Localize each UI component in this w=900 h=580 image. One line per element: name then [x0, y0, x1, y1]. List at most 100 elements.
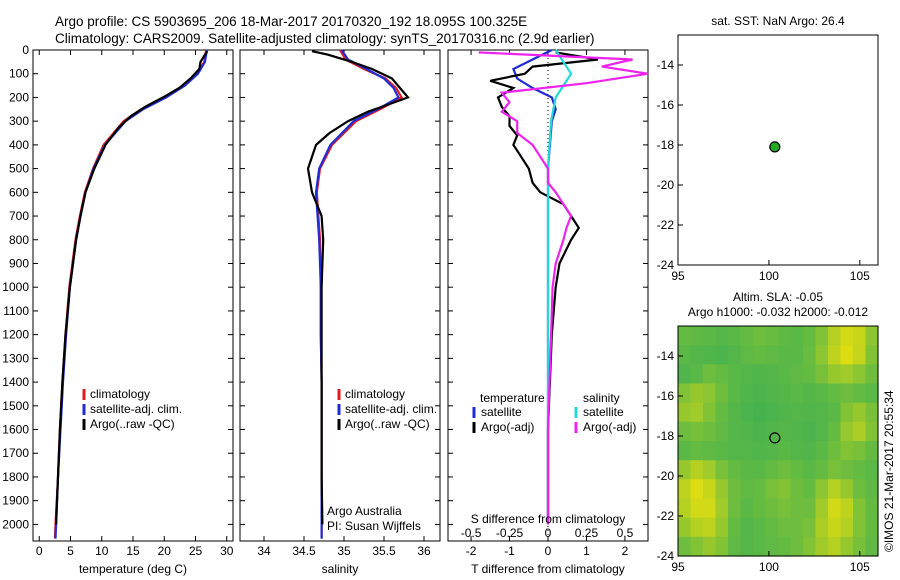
altimetry-map-cell	[703, 364, 717, 385]
sdiff-tick-label: -0.5	[461, 526, 482, 540]
altimetry-map-cell	[853, 326, 867, 346]
altimetry-map-cell	[840, 498, 854, 519]
altimetry-map-cell	[803, 383, 817, 404]
altimetry-map-cell	[690, 460, 704, 480]
difference-xlabel: T difference from climatology	[471, 562, 625, 576]
altimetry-map-cell	[853, 441, 867, 461]
altimetry-map-cell	[790, 517, 804, 538]
altimetry-map-ytick-label: -20	[657, 469, 675, 483]
temperature-frame	[32, 49, 234, 542]
altimetry-map-cell	[865, 517, 879, 538]
altimetry-map-cell	[865, 441, 879, 461]
altimetry-map-cell	[715, 441, 729, 461]
header-line2: Climatology: CARS2009. Satellite-adjuste…	[55, 31, 595, 46]
altimetry-map-cell	[840, 345, 854, 365]
temperature-ytick-label: 100	[9, 67, 29, 81]
temperature-xtick-label: 15	[126, 544, 140, 558]
altimetry-map-cell	[828, 345, 842, 365]
altimetry-map-cell	[778, 536, 792, 557]
altimetry-title-line2: Argo h1000: -0.032 h2000: -0.012	[688, 305, 868, 319]
altimetry-map-cell	[778, 517, 792, 538]
altimetry-map-cell	[703, 536, 717, 557]
temperature-ytick-label: 1300	[2, 351, 29, 365]
sdiff-tick-label: 0.5	[617, 526, 634, 540]
altimetry-map-cell	[715, 326, 729, 346]
altimetry-map-cell	[815, 498, 829, 519]
altimetry-map-cell	[765, 364, 779, 385]
altimetry-map-cell	[853, 479, 867, 500]
altimetry-map-cell	[840, 441, 854, 461]
altimetry-map-cell	[828, 364, 842, 385]
altimetry-map-cell	[703, 345, 717, 365]
altimetry-map-cell	[765, 536, 779, 557]
institution-label: Argo Australia	[327, 504, 402, 518]
altimetry-map-cell	[790, 345, 804, 365]
altimetry-map-cell	[778, 326, 792, 346]
altimetry-map-cell	[765, 402, 779, 423]
altimetry-map-cell	[753, 460, 767, 480]
salinity-xtick-label: 34.5	[292, 544, 316, 558]
altimetry-map-cell	[853, 536, 867, 557]
salinity-legend-label: satellite-adj. clim.	[345, 402, 437, 416]
altimetry-map-cell	[778, 479, 792, 500]
difference-xtick-label: -2	[466, 544, 477, 558]
altimetry-map-cell	[865, 364, 879, 385]
altimetry-map-cell	[753, 536, 767, 557]
altimetry-map-cell	[715, 479, 729, 500]
altimetry-map-cell	[853, 364, 867, 385]
altimetry-map-cell	[765, 479, 779, 500]
altimetry-map-cell	[728, 383, 742, 404]
temperature-ytick-label: 300	[9, 114, 29, 128]
salinity-legend-label: Argo(..raw -QC)	[345, 417, 430, 431]
altimetry-map-cell	[828, 536, 842, 557]
diff-legend-header-temperature: temperature	[480, 391, 545, 405]
temperature-ytick-label: 400	[9, 138, 29, 152]
altimetry-map-cell	[765, 383, 779, 404]
altimetry-map-cell	[678, 421, 692, 442]
altimetry-map-cell	[740, 345, 754, 365]
altimetry-map-cell	[740, 498, 754, 519]
altimetry-map-cell	[790, 536, 804, 557]
diff-legend-label: Argo(-adj)	[583, 420, 636, 434]
temperature-xtick-label: 20	[158, 544, 172, 558]
altimetry-map-cell	[840, 421, 854, 442]
altimetry-map-cell	[728, 441, 742, 461]
altimetry-map-cell	[765, 517, 779, 538]
altimetry-map-cell	[678, 441, 692, 461]
location-map-xtick-label: 105	[850, 269, 870, 283]
temperature-xtick-label: 10	[95, 544, 109, 558]
altimetry-map-cell	[753, 364, 767, 385]
altimetry-map-cell	[778, 383, 792, 404]
altimetry-map-cell	[790, 383, 804, 404]
altimetry-map-cell	[703, 421, 717, 442]
altimetry-map-cell	[753, 383, 767, 404]
salinity-xlabel: salinity	[322, 562, 359, 576]
altimetry-map-cell	[865, 498, 879, 519]
altimetry-map-cell	[740, 479, 754, 500]
altimetry-map-cell	[803, 402, 817, 423]
temperature-legend-label: satellite-adj. clim.	[90, 402, 182, 416]
temperature-xlabel: temperature (deg C)	[79, 562, 187, 576]
altimetry-map-cell	[790, 326, 804, 346]
altimetry-map-cell	[740, 517, 754, 538]
altimetry-map-cell	[703, 460, 717, 480]
altimetry-map-cell	[678, 479, 692, 500]
altimetry-map-cell	[803, 421, 817, 442]
altimetry-map-cell	[753, 402, 767, 423]
altimetry-map-cell	[815, 326, 829, 346]
altimetry-map-cell	[815, 517, 829, 538]
altimetry-map-cell	[803, 460, 817, 480]
altimetry-map-cell	[728, 345, 742, 365]
location-map-xtick-label: 100	[759, 269, 779, 283]
diff-legend-label: Argo(-adj)	[481, 420, 534, 434]
altimetry-map-ytick-label: -16	[657, 389, 675, 403]
temperature-xtick-label: 25	[189, 544, 203, 558]
altimetry-map-float-marker	[769, 432, 781, 444]
altimetry-map-cell	[828, 517, 842, 538]
altimetry-map-cell	[865, 326, 879, 346]
temperature-ytick-label: 1500	[2, 399, 29, 413]
location-map-float-marker	[769, 141, 781, 153]
sdiff-tick-label: 0.25	[575, 526, 599, 540]
altimetry-map-cell	[715, 364, 729, 385]
